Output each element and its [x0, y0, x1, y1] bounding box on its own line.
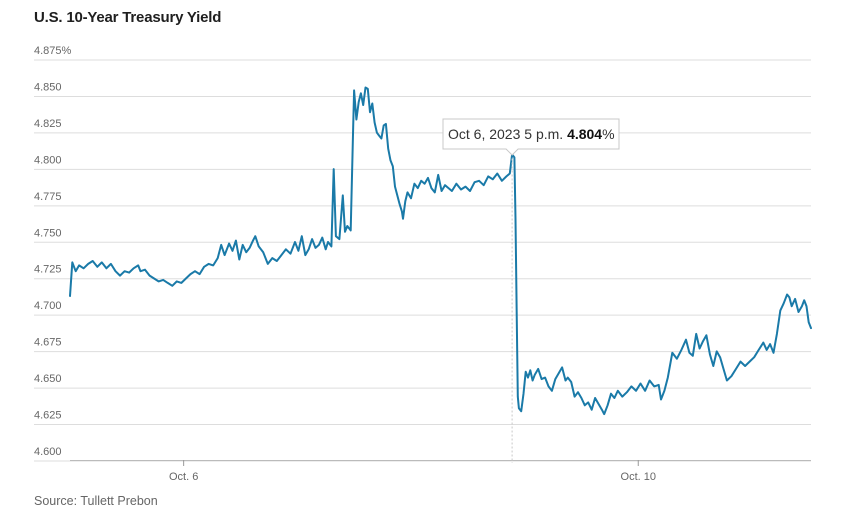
y-tick-label: 4.700	[34, 300, 62, 312]
hover-tooltip: Oct 6, 2023 5 p.m. 4.804%	[442, 118, 620, 463]
source-note: Source: Tullett Prebon	[34, 494, 158, 508]
y-tick-label: 4.775	[34, 191, 62, 203]
y-tick-label: 4.650	[34, 373, 62, 385]
x-tick-label: Oct. 10	[621, 471, 656, 483]
y-tick-label: 4.725	[34, 264, 62, 276]
tooltip-text: Oct 6, 2023 5 p.m. 4.804%	[448, 126, 615, 142]
x-tick-label: Oct. 6	[169, 471, 198, 483]
y-tick-label: 4.825	[34, 118, 62, 130]
tooltip-box	[442, 118, 620, 156]
grid-lines	[34, 59, 811, 462]
y-axis-tick-labels: 4.875% 4.850 4.825 4.800 4.775 4.750 4.725 4.70…	[34, 45, 72, 458]
y-tick-label: 4.625	[34, 410, 62, 422]
y-tick-label: 4.850	[34, 81, 62, 93]
y-tick-label: 4.675	[34, 337, 62, 349]
chart-title: U.S. 10-Year Treasury Yield	[34, 9, 222, 26]
x-axis: Oct. 6 Oct. 10	[70, 460, 811, 483]
y-tick-label: 4.800	[34, 154, 62, 166]
y-tick-label: 4.600	[34, 446, 62, 458]
y-tick-label: 4.875%	[34, 45, 72, 57]
y-tick-label: 4.750	[34, 227, 62, 239]
yield-series-line	[69, 86, 812, 416]
